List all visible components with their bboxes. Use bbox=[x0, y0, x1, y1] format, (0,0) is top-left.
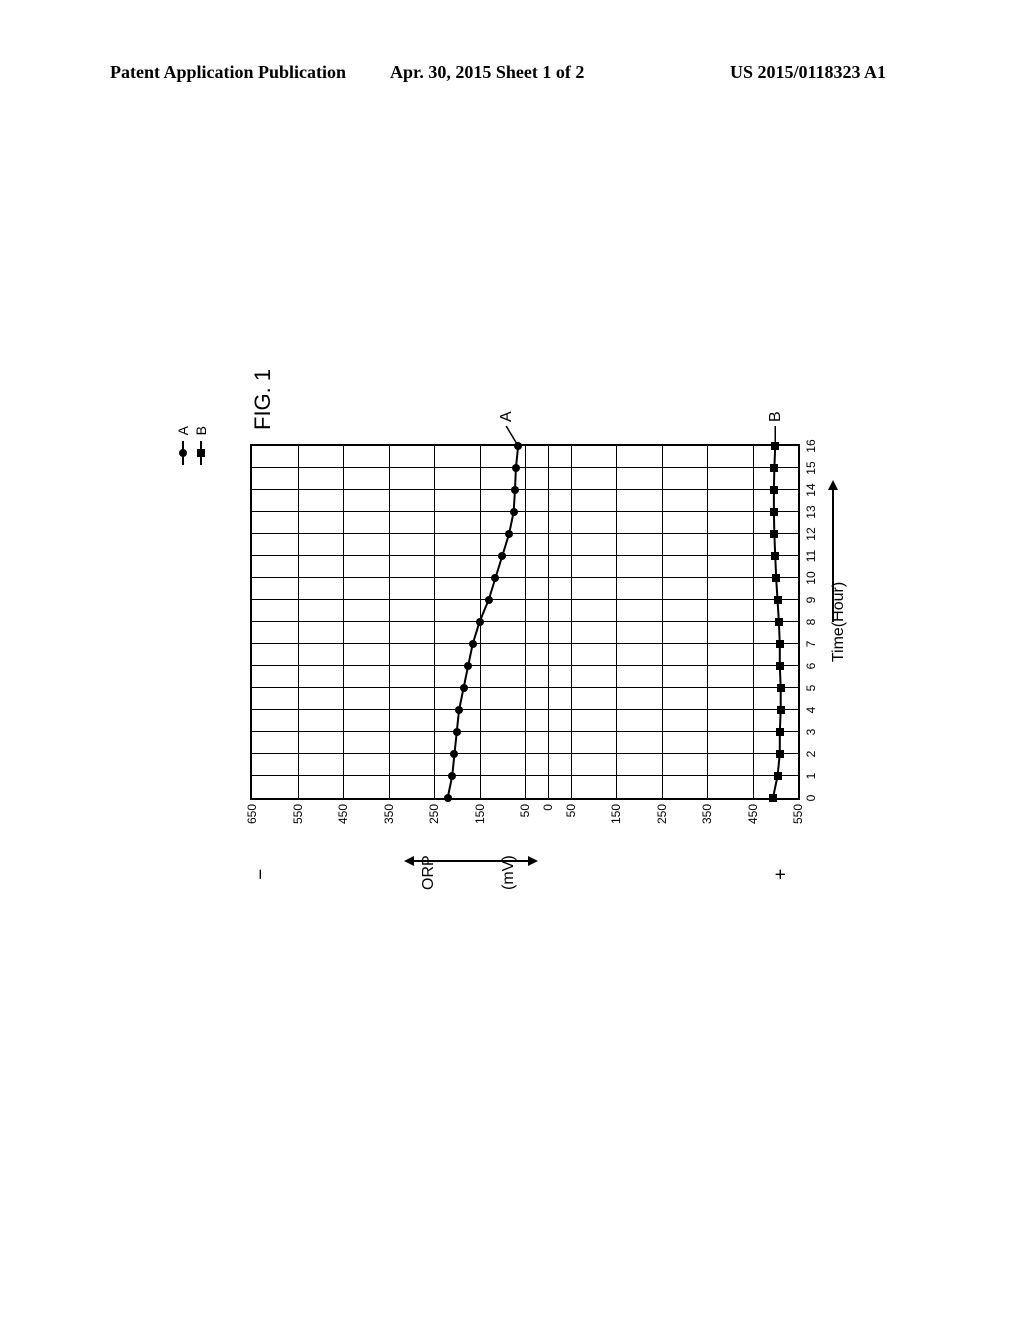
y-tick-label: 250 bbox=[427, 804, 441, 834]
data-point-b bbox=[777, 706, 785, 714]
data-point-b bbox=[769, 794, 777, 802]
y-axis-label-orp: ORP bbox=[420, 855, 438, 890]
data-point-b bbox=[776, 640, 784, 648]
y-tick-label: 550 bbox=[791, 804, 805, 834]
data-point-a bbox=[469, 640, 477, 648]
data-point-a bbox=[455, 706, 463, 714]
y-tick-label: 150 bbox=[473, 804, 487, 834]
data-point-b bbox=[770, 486, 778, 494]
y-tick-label: 350 bbox=[700, 804, 714, 834]
y-tick-label: 50 bbox=[564, 804, 578, 834]
chart-area: A B 012345678910111213141516650550450350… bbox=[210, 420, 910, 860]
data-point-a bbox=[450, 750, 458, 758]
data-point-b bbox=[776, 728, 784, 736]
data-point-b bbox=[776, 662, 784, 670]
data-point-a bbox=[510, 508, 518, 516]
header-right: US 2015/0118323 A1 bbox=[730, 62, 886, 83]
data-point-a bbox=[512, 464, 520, 472]
data-point-b bbox=[770, 530, 778, 538]
gridline-horizontal bbox=[525, 446, 526, 798]
data-point-a bbox=[453, 728, 461, 736]
x-tick-label: 2 bbox=[804, 744, 818, 764]
data-point-a bbox=[444, 794, 452, 802]
gridline-horizontal bbox=[343, 446, 344, 798]
data-point-a bbox=[476, 618, 484, 626]
x-axis-label: Time(Hour) bbox=[830, 582, 848, 662]
data-point-a bbox=[505, 530, 513, 538]
data-point-b bbox=[771, 552, 779, 560]
y-tick-label: 450 bbox=[746, 804, 760, 834]
data-point-b bbox=[774, 596, 782, 604]
x-tick-label: 6 bbox=[804, 656, 818, 676]
gridline-horizontal bbox=[548, 446, 549, 798]
gridline-horizontal bbox=[298, 446, 299, 798]
x-tick-label: 10 bbox=[804, 568, 818, 588]
x-tick-label: 16 bbox=[804, 436, 818, 456]
x-tick-label: 5 bbox=[804, 678, 818, 698]
x-tick-label: 9 bbox=[804, 590, 818, 610]
legend-item-b: B bbox=[192, 426, 210, 465]
y-sign-plus: + bbox=[770, 869, 900, 880]
x-tick-label: 7 bbox=[804, 634, 818, 654]
data-point-b bbox=[770, 464, 778, 472]
y-tick-label: 650 bbox=[245, 804, 259, 834]
data-point-a bbox=[511, 486, 519, 494]
y-tick-label: 250 bbox=[655, 804, 669, 834]
chart-legend: A B bbox=[174, 426, 210, 465]
y-tick-label: 450 bbox=[336, 804, 350, 834]
header-left: Patent Application Publication bbox=[110, 62, 346, 83]
data-point-b bbox=[777, 684, 785, 692]
header-mid: Apr. 30, 2015 Sheet 1 of 2 bbox=[390, 62, 584, 83]
data-point-b bbox=[776, 750, 784, 758]
legend-label-a: A bbox=[175, 426, 191, 435]
data-point-a bbox=[460, 684, 468, 692]
data-point-b bbox=[770, 508, 778, 516]
data-point-a bbox=[464, 662, 472, 670]
chart-plot: 0123456789101112131415166505504503502501… bbox=[250, 444, 800, 800]
gridline-horizontal bbox=[571, 446, 572, 798]
x-tick-label: 13 bbox=[804, 502, 818, 522]
data-point-a bbox=[485, 596, 493, 604]
x-tick-label: 14 bbox=[804, 480, 818, 500]
x-tick-label: 0 bbox=[804, 788, 818, 808]
x-tick-label: 11 bbox=[804, 546, 818, 566]
x-tick-label: 15 bbox=[804, 458, 818, 478]
data-point-b bbox=[774, 772, 782, 780]
data-point-a bbox=[498, 552, 506, 560]
y-tick-label: 150 bbox=[609, 804, 623, 834]
gridline-horizontal bbox=[389, 446, 390, 798]
x-tick-label: 3 bbox=[804, 722, 818, 742]
gridline-horizontal bbox=[662, 446, 663, 798]
y-tick-label: 550 bbox=[291, 804, 305, 834]
gridline-horizontal bbox=[616, 446, 617, 798]
data-point-b bbox=[771, 442, 779, 450]
legend-marker-a bbox=[182, 441, 184, 465]
gridline-horizontal bbox=[434, 446, 435, 798]
x-tick-label: 4 bbox=[804, 700, 818, 720]
y-tick-label: 350 bbox=[382, 804, 396, 834]
x-tick-label: 12 bbox=[804, 524, 818, 544]
legend-marker-b bbox=[200, 441, 202, 465]
data-point-a bbox=[491, 574, 499, 582]
legend-label-b: B bbox=[193, 426, 209, 435]
gridline-horizontal bbox=[707, 446, 708, 798]
series-annotation: A bbox=[498, 411, 516, 422]
y-axis-label-mv: (mV) bbox=[500, 855, 518, 890]
y-tick-label: 50 bbox=[518, 804, 532, 834]
series-annotation: B bbox=[767, 411, 785, 422]
data-point-a bbox=[448, 772, 456, 780]
x-tick-label: 8 bbox=[804, 612, 818, 632]
legend-item-a: A bbox=[174, 426, 192, 465]
gridline-horizontal bbox=[753, 446, 754, 798]
data-point-b bbox=[775, 618, 783, 626]
y-tick-label: 0 bbox=[541, 804, 555, 834]
data-point-b bbox=[772, 574, 780, 582]
data-point-a bbox=[514, 442, 522, 450]
x-tick-label: 1 bbox=[804, 766, 818, 786]
y-sign-minus: − bbox=[250, 869, 273, 880]
